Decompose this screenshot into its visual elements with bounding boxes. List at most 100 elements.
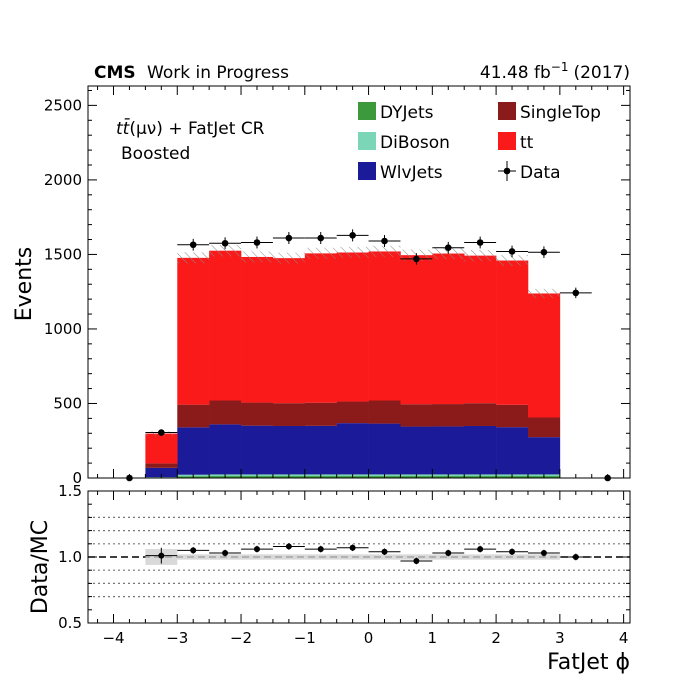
ratio-points [145,543,592,565]
bar-tt-10 [464,255,497,404]
x-tick-label: 1 [428,629,438,647]
region-sublabel: Boosted [121,144,190,164]
legend-label-wlvjets: WlvJets [380,163,443,183]
bar-tt-0 [145,433,178,464]
ratio-point-1 [190,547,197,554]
bar-singletop-5 [304,402,337,426]
uncertainty-hatch-11 [496,255,528,266]
ratio-band-1 [177,554,210,560]
ratio-point-8 [413,557,420,564]
ratio-point-9 [445,550,452,557]
lumi-value: 41.48 fb [480,63,551,83]
legend-label-dyjets: DYJets [380,103,434,123]
data-point-12 [508,248,516,255]
bar-singletop-9 [432,404,465,427]
ratio-point-11 [509,548,516,555]
bar-singletop-4 [272,403,306,426]
ratio-band-2 [209,554,242,560]
bar-singletop-6 [336,401,369,424]
bar-wlvjets-10 [464,425,497,475]
bar-wlvjets-4 [272,425,306,475]
data-point-11 [476,239,484,246]
y-axis-title: Events [12,247,37,322]
bar-singletop-8 [400,404,433,427]
ratio-uncertainty-band [145,549,560,565]
ratio-band-12 [527,554,560,560]
bar-wlvjets-2 [209,424,242,475]
y-tick-label: 0 [72,469,82,487]
x-tick-label: −2 [230,629,252,647]
bar-wlvjets-5 [304,425,337,475]
bar-singletop-12 [527,417,561,438]
legend: DYJets DiBoson WlvJets SingleTop tt Data [358,102,601,183]
data-point-9 [413,255,420,263]
data-point-1 [158,429,165,436]
bar-wlvjets-3 [241,425,274,475]
y-tick-label: 1000 [44,320,82,338]
ratio-y-tick-label: 1.0 [58,548,82,566]
cms-header: CMS Work in Progress [94,63,289,83]
ratio-y-tick-label: 0.5 [58,614,82,632]
ratio-point-13 [572,554,579,560]
data-point-5 [285,234,293,242]
ratio-band-10 [464,554,497,560]
bar-wlvjets-8 [400,426,433,475]
legend-swatch-singletop [498,102,516,120]
main-axis-ticks: 0 500 1000 1500 2000 2500 [44,86,630,487]
lumi-exponent: −1 [551,60,569,74]
uncertainty-hatch-5 [304,247,337,259]
ratio-band-7 [368,554,401,560]
ratio-band-4 [272,554,305,560]
bar-wlvjets-0 [145,467,178,478]
uncertainty-hatch-7 [368,245,401,258]
ratio-point-4 [285,543,292,550]
bar-tt-3 [241,256,274,403]
legend-swatch-tt [498,132,516,150]
legend-label-singletop: SingleTop [520,103,601,123]
x-tick-label: −4 [102,629,124,647]
bar-tt-5 [304,253,337,403]
bar-wlvjets-1 [177,427,210,475]
legend-swatch-dyjets [358,102,376,120]
bar-tt-6 [336,252,369,402]
data-point-7 [349,232,356,239]
data-point-3 [221,239,229,247]
data-point-13 [540,248,548,256]
bar-singletop-1 [177,404,210,428]
region-tt: tt̄ [116,117,131,139]
data-point-2 [189,241,197,249]
ratio-band-9 [432,554,465,560]
ratio-y-tick-label: 1.5 [58,482,82,500]
bar-tt-8 [400,255,433,405]
main-plot-frame [87,85,631,479]
bar-wlvjets-6 [336,423,369,475]
ratio-point-3 [253,546,260,553]
uncertainty-hatch-3 [241,251,273,263]
data-point-4 [253,239,261,246]
data-point-6 [317,234,325,242]
bar-tt-4 [272,258,306,404]
data-point-8 [381,237,388,245]
ratio-axis-ticks: 0.5 1.0 1.5 −4 −3 −2 −1 0 1 2 3 4 [58,482,630,647]
main-histogram [145,250,561,478]
bar-singletop-10 [464,403,497,426]
bar-wlvjets-12 [527,437,561,475]
ratio-point-12 [540,550,547,557]
bar-wlvjets-9 [432,426,465,475]
x-tick-label: 2 [491,629,501,647]
y-tick-label: 1500 [44,245,82,263]
bar-wlvjets-7 [368,423,401,475]
legend-swatch-wlvjets [358,162,376,180]
legend-label-diboson: DiBoson [380,133,450,153]
legend-label-tt: tt [520,133,534,153]
x-tick-label: −3 [166,629,188,647]
x-tick-label: 3 [555,629,565,647]
region-rest: (μν) + FatJet CR [129,119,264,139]
legend-data-marker [503,167,511,175]
data-point-14 [572,289,580,297]
bar-tt-2 [209,250,242,401]
bar-tt-12 [527,293,561,418]
lumi-period: (2017) [573,63,630,83]
data-point-10 [444,244,452,252]
